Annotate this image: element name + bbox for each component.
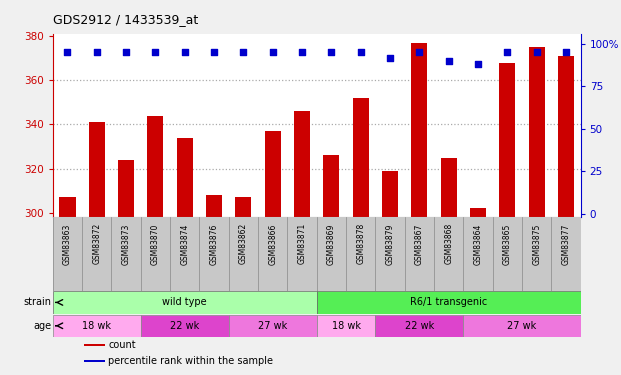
- Bar: [317, 315, 375, 337]
- Text: 22 wk: 22 wk: [405, 321, 434, 331]
- Point: [414, 50, 424, 55]
- Point: [297, 50, 307, 55]
- Bar: [118, 160, 134, 218]
- Point: [150, 50, 160, 55]
- Text: percentile rank within the sample: percentile rank within the sample: [109, 356, 273, 366]
- Text: GDS2912 / 1433539_at: GDS2912 / 1433539_at: [53, 13, 198, 26]
- Bar: [317, 291, 581, 314]
- Bar: [53, 291, 317, 314]
- Bar: [528, 47, 545, 217]
- Bar: [411, 43, 427, 218]
- Text: GSM83874: GSM83874: [180, 223, 189, 264]
- Text: GSM83870: GSM83870: [151, 223, 160, 264]
- Text: GSM83872: GSM83872: [93, 223, 101, 264]
- Bar: [324, 155, 340, 218]
- Text: GSM83863: GSM83863: [63, 223, 72, 264]
- Bar: [499, 63, 515, 217]
- Text: GSM83875: GSM83875: [532, 223, 541, 264]
- Text: GSM83878: GSM83878: [356, 223, 365, 264]
- Bar: [353, 98, 369, 218]
- Text: GSM83879: GSM83879: [386, 223, 394, 264]
- Text: 27 wk: 27 wk: [507, 321, 537, 331]
- Text: GSM83877: GSM83877: [561, 223, 571, 264]
- Bar: [265, 131, 281, 218]
- Text: GSM83868: GSM83868: [444, 223, 453, 264]
- Text: 27 wk: 27 wk: [258, 321, 288, 331]
- Bar: [60, 197, 76, 217]
- Text: wild type: wild type: [163, 297, 207, 307]
- Point: [502, 50, 512, 55]
- Bar: [177, 138, 193, 218]
- Bar: [89, 122, 105, 218]
- Point: [356, 50, 366, 55]
- Point: [238, 50, 248, 55]
- Point: [532, 50, 542, 55]
- Bar: [229, 315, 317, 337]
- Text: GSM83869: GSM83869: [327, 223, 336, 264]
- Text: GSM83873: GSM83873: [122, 223, 130, 264]
- Text: R6/1 transgenic: R6/1 transgenic: [410, 297, 487, 307]
- Text: GSM83864: GSM83864: [473, 223, 483, 264]
- Text: 18 wk: 18 wk: [82, 321, 111, 331]
- Point: [121, 50, 131, 55]
- Bar: [294, 111, 310, 218]
- Point: [268, 50, 278, 55]
- Bar: [84, 344, 105, 346]
- Text: 18 wk: 18 wk: [332, 321, 361, 331]
- Point: [327, 50, 337, 55]
- Point: [385, 54, 395, 60]
- Point: [473, 62, 483, 68]
- Bar: [206, 195, 222, 217]
- Point: [443, 58, 453, 64]
- Text: age: age: [33, 321, 51, 331]
- Bar: [558, 56, 574, 217]
- Bar: [53, 315, 141, 337]
- Bar: [84, 360, 105, 362]
- Text: GSM83867: GSM83867: [415, 223, 424, 264]
- Bar: [470, 209, 486, 218]
- Text: 22 wk: 22 wk: [170, 321, 199, 331]
- Point: [561, 50, 571, 55]
- Bar: [141, 315, 229, 337]
- Text: GSM83876: GSM83876: [209, 223, 219, 264]
- Bar: [147, 116, 163, 218]
- Point: [63, 50, 73, 55]
- Text: count: count: [109, 340, 136, 350]
- Bar: [441, 158, 456, 218]
- Text: GSM83866: GSM83866: [268, 223, 277, 264]
- Bar: [375, 315, 463, 337]
- Text: GSM83862: GSM83862: [239, 223, 248, 264]
- Text: GSM83871: GSM83871: [297, 223, 307, 264]
- Point: [209, 50, 219, 55]
- Point: [180, 50, 190, 55]
- Text: strain: strain: [23, 297, 51, 307]
- Text: GSM83865: GSM83865: [503, 223, 512, 264]
- Point: [92, 50, 102, 55]
- Bar: [463, 315, 581, 337]
- Bar: [235, 197, 252, 217]
- Bar: [382, 171, 398, 217]
